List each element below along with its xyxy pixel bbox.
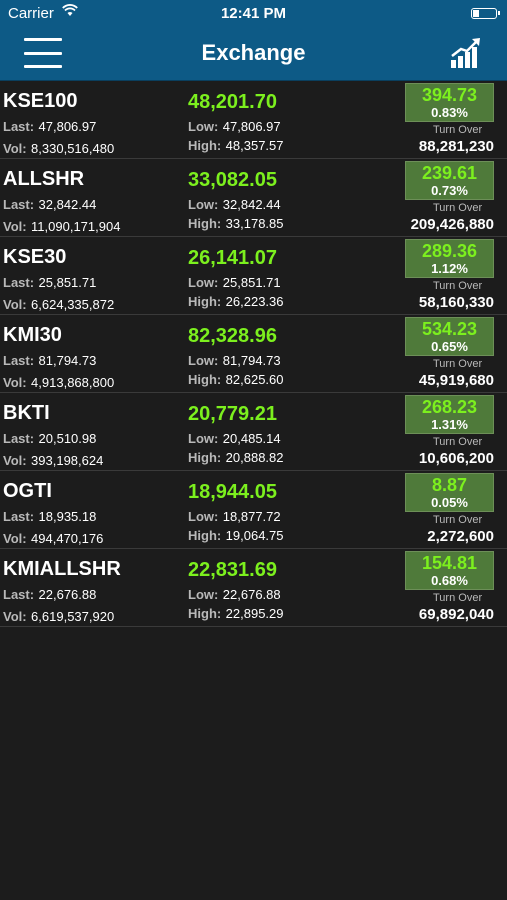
turnover-value: 88,281,230 [418, 138, 494, 155]
index-value: 20,779.21 [188, 403, 277, 425]
change-badge: 154.81 0.68% [405, 551, 494, 590]
change-percent: 1.12% [431, 261, 468, 276]
change-percent: 0.83% [431, 105, 468, 120]
index-name: KMIALLSHR [3, 558, 121, 580]
list-item[interactable]: KSE30 Last: 25,851.71 Vol: 6,624,335,872… [0, 237, 507, 315]
change-percent: 0.05% [431, 495, 468, 510]
index-name: OGTI [3, 480, 52, 502]
index-value: 82,328.96 [188, 325, 277, 347]
low-value: Low: 81,794.73 [188, 353, 281, 368]
change-value: 534.23 [421, 319, 478, 339]
volume-value: Vol: 6,619,537,920 [3, 609, 115, 624]
nav-bar: Exchange [0, 28, 507, 81]
change-percent: 0.73% [431, 183, 468, 198]
menu-icon[interactable] [24, 38, 62, 68]
volume-value: Vol: 11,090,171,904 [3, 219, 121, 234]
low-value: Low: 32,842.44 [188, 197, 281, 212]
volume-value: Vol: 6,624,335,872 [3, 297, 115, 312]
last-value: Last: 22,676.88 [3, 587, 97, 602]
clock: 12:41 PM [220, 5, 287, 22]
list-item[interactable]: KMIALLSHR Last: 22,676.88 Vol: 6,619,537… [0, 549, 507, 627]
low-value: Low: 25,851.71 [188, 275, 281, 290]
turnover-label: Turn Over [433, 592, 483, 604]
turnover-label: Turn Over [433, 280, 483, 292]
turnover-value: 209,426,880 [410, 216, 494, 233]
turnover-label: Turn Over [433, 514, 483, 526]
high-value: High: 19,064.75 [188, 528, 284, 543]
status-bar: Carrier 12:41 PM [0, 0, 507, 28]
change-badge: 394.73 0.83% [405, 83, 494, 122]
high-value: High: 33,178.85 [188, 216, 284, 231]
last-value: Last: 18,935.18 [3, 509, 97, 524]
turnover-value: 10,606,200 [418, 450, 494, 467]
low-value: Low: 47,806.97 [188, 119, 281, 134]
turnover-value: 45,919,680 [418, 372, 494, 389]
high-value: High: 22,895.29 [188, 606, 284, 621]
change-badge: 268.23 1.31% [405, 395, 494, 434]
change-value: 8.87 [431, 475, 468, 495]
change-value: 154.81 [421, 553, 478, 573]
wifi-icon [62, 3, 78, 20]
index-list: KSE100 Last: 47,806.97 Vol: 8,330,516,48… [0, 81, 507, 627]
last-value: Last: 47,806.97 [3, 119, 97, 134]
change-percent: 0.65% [431, 339, 468, 354]
battery-icon [471, 8, 500, 19]
high-value: High: 26,223.36 [188, 294, 284, 309]
list-item[interactable]: ALLSHR Last: 32,842.44 Vol: 11,090,171,9… [0, 159, 507, 237]
turnover-label: Turn Over [433, 358, 483, 370]
index-name: KMI30 [3, 324, 62, 346]
index-value: 33,082.05 [188, 169, 277, 191]
change-badge: 239.61 0.73% [405, 161, 494, 200]
chart-icon[interactable] [449, 36, 483, 70]
turnover-label: Turn Over [433, 202, 483, 214]
high-value: High: 48,357.57 [188, 138, 284, 153]
last-value: Last: 20,510.98 [3, 431, 97, 446]
list-item[interactable]: KMI30 Last: 81,794.73 Vol: 4,913,868,800… [0, 315, 507, 393]
page-title: Exchange [201, 40, 306, 65]
change-percent: 1.31% [431, 417, 468, 432]
index-value: 18,944.05 [188, 481, 277, 503]
index-name: ALLSHR [3, 168, 85, 190]
change-value: 289.36 [421, 241, 478, 261]
list-item[interactable]: BKTI Last: 20,510.98 Vol: 393,198,624 20… [0, 393, 507, 471]
last-value: Last: 81,794.73 [3, 353, 97, 368]
volume-value: Vol: 494,470,176 [3, 531, 104, 546]
low-value: Low: 18,877.72 [188, 509, 281, 524]
change-badge: 8.87 0.05% [405, 473, 494, 512]
last-value: Last: 25,851.71 [3, 275, 97, 290]
high-value: High: 82,625.60 [188, 372, 284, 387]
index-name: KSE30 [3, 246, 67, 268]
list-item[interactable]: OGTI Last: 18,935.18 Vol: 494,470,176 18… [0, 471, 507, 549]
index-value: 26,141.07 [188, 247, 277, 269]
last-value: Last: 32,842.44 [3, 197, 97, 212]
index-value: 22,831.69 [188, 559, 277, 581]
turnover-value: 58,160,330 [418, 294, 494, 311]
high-value: High: 20,888.82 [188, 450, 284, 465]
turnover-label: Turn Over [433, 436, 483, 448]
index-name: BKTI [3, 402, 50, 424]
volume-value: Vol: 393,198,624 [3, 453, 104, 468]
turnover-label: Turn Over [433, 124, 483, 136]
change-percent: 0.68% [431, 573, 468, 588]
turnover-value: 2,272,600 [427, 528, 494, 545]
low-value: Low: 22,676.88 [188, 587, 281, 602]
change-badge: 289.36 1.12% [405, 239, 494, 278]
change-value: 239.61 [421, 163, 478, 183]
volume-value: Vol: 8,330,516,480 [3, 141, 115, 156]
index-value: 48,201.70 [188, 91, 277, 113]
index-name: KSE100 [3, 90, 78, 112]
volume-value: Vol: 4,913,868,800 [3, 375, 115, 390]
low-value: Low: 20,485.14 [188, 431, 281, 446]
change-value: 394.73 [421, 85, 478, 105]
change-badge: 534.23 0.65% [405, 317, 494, 356]
change-value: 268.23 [421, 397, 478, 417]
turnover-value: 69,892,040 [418, 606, 494, 623]
carrier-label: Carrier [8, 5, 54, 22]
list-item[interactable]: KSE100 Last: 47,806.97 Vol: 8,330,516,48… [0, 81, 507, 159]
